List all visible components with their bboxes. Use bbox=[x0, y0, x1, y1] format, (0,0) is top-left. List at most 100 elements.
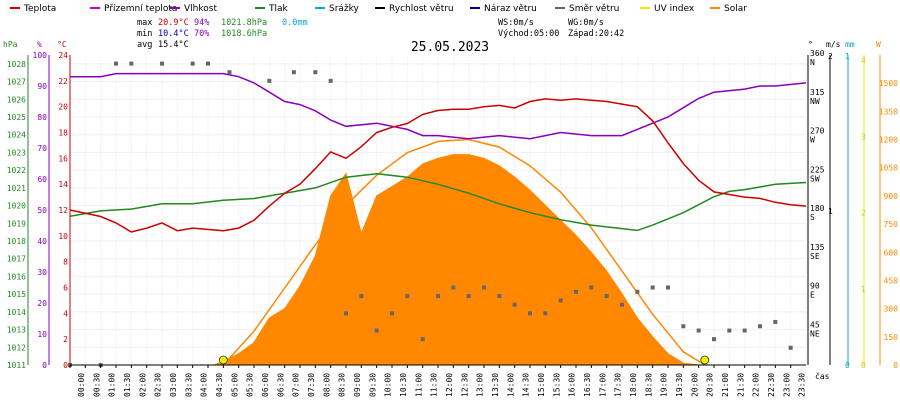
stat-max-rain: 0.0mm bbox=[282, 18, 308, 28]
unit-cas: čas bbox=[815, 371, 830, 381]
stat-max-press: 1021.8hPa bbox=[221, 18, 267, 28]
wind-dir-point-31 bbox=[635, 289, 640, 294]
tick-humidity-5: 50 bbox=[37, 206, 47, 215]
tick-pressure-1: 1027 bbox=[7, 78, 26, 87]
tick-pressure-6: 1022 bbox=[7, 166, 26, 175]
tick-uv-3: 1 bbox=[861, 285, 866, 294]
tick-direction-6: 90 bbox=[810, 282, 820, 291]
tick-pressure-9: 1019 bbox=[7, 219, 26, 228]
tick-direction-label-0: N bbox=[810, 58, 815, 67]
x-tick-45: 22:30 bbox=[767, 373, 776, 397]
tick-temperature-1: 22 bbox=[58, 77, 68, 86]
x-tick-17: 08:30 bbox=[338, 373, 347, 397]
tick-solar-5: 750 bbox=[884, 220, 899, 229]
tick-pressure-7: 1021 bbox=[7, 184, 26, 193]
tick-direction-1: 315 bbox=[810, 88, 825, 97]
sunset-marker bbox=[700, 355, 710, 365]
x-tick-1: 00:30 bbox=[92, 373, 101, 397]
x-tick-7: 03:30 bbox=[184, 373, 193, 397]
wind-dir-point-38 bbox=[742, 328, 747, 333]
wind-dir-point-25 bbox=[543, 311, 548, 316]
x-tick-37: 18:30 bbox=[644, 373, 653, 397]
tick-direction-label-7: NE bbox=[810, 329, 820, 338]
x-tick-28: 14:00 bbox=[506, 373, 515, 397]
wind-dir-point-29 bbox=[604, 294, 609, 299]
tick-solar-0: 1500 bbox=[879, 79, 898, 88]
wind-dir-point-13 bbox=[359, 294, 364, 299]
x-tick-14: 07:00 bbox=[292, 373, 301, 397]
tick-pressure-14: 1014 bbox=[7, 308, 26, 317]
wind-dir-point-11 bbox=[328, 78, 333, 83]
tick-solar-3: 1050 bbox=[879, 164, 898, 173]
wind-dir-point-14 bbox=[374, 328, 379, 333]
x-tick-13: 06:30 bbox=[276, 373, 285, 397]
wind-dir-point-24 bbox=[528, 311, 532, 316]
wind-wg: WG:0m/s bbox=[568, 18, 604, 28]
wind-dir-point-28 bbox=[589, 285, 594, 290]
stat-min-press: 1018.6hPa bbox=[221, 29, 267, 39]
x-tick-43: 21:30 bbox=[736, 373, 745, 397]
x-tick-5: 02:30 bbox=[154, 373, 163, 397]
tick-temperature-10: 4 bbox=[63, 309, 68, 318]
tick-humidity-6: 40 bbox=[37, 237, 47, 246]
wind-dir-point-7 bbox=[227, 70, 232, 75]
wind-dir-point-37 bbox=[727, 328, 732, 333]
wind-dir-point-22 bbox=[497, 294, 502, 299]
x-tick-25: 12:30 bbox=[460, 373, 469, 397]
legend-label-9: Solar bbox=[724, 4, 747, 14]
tick-direction-4: 180 bbox=[810, 204, 825, 213]
wind-dir-point-16 bbox=[405, 294, 410, 299]
tick-rain-1: 0 bbox=[845, 361, 850, 370]
sunrise-time: Východ:05:00 bbox=[498, 29, 559, 39]
stat-avg-label: avg bbox=[137, 40, 152, 50]
tick-humidity-0: 100 bbox=[33, 51, 48, 60]
tick-humidity-2: 80 bbox=[37, 113, 47, 122]
tick-uv-0: 4 bbox=[861, 56, 866, 65]
tick-direction-label-1: NW bbox=[810, 97, 820, 106]
tick-pressure-16: 1012 bbox=[7, 343, 26, 352]
x-tick-26: 13:00 bbox=[476, 373, 485, 397]
x-tick-19: 09:30 bbox=[368, 373, 377, 397]
tick-temperature-7: 10 bbox=[58, 232, 68, 241]
unit-mm: mm bbox=[845, 40, 855, 49]
tick-temperature-5: 14 bbox=[58, 180, 68, 189]
x-tick-35: 17:30 bbox=[614, 373, 623, 397]
tick-solar-8: 300 bbox=[884, 305, 899, 314]
tick-pressure-15: 1013 bbox=[7, 326, 26, 335]
x-tick-24: 12:00 bbox=[445, 373, 454, 397]
wind-dir-point-9 bbox=[291, 70, 296, 75]
series-wind-direction bbox=[68, 61, 793, 367]
stats-block: max 20.9°C 94% 1021.8hPa 0.0mm min 10.4°… bbox=[137, 18, 308, 50]
series-solar bbox=[213, 154, 699, 366]
x-tick-47: 23:30 bbox=[798, 373, 807, 397]
x-tick-41: 20:30 bbox=[706, 373, 715, 397]
tick-direction-0: 360 bbox=[810, 49, 825, 58]
plot-area bbox=[68, 55, 807, 367]
x-tick-29: 14:30 bbox=[522, 373, 531, 397]
sunset-time: Západ:20:42 bbox=[568, 29, 624, 39]
legend-label-1: Přízemní teplota bbox=[104, 4, 177, 14]
x-tick-11: 05:30 bbox=[246, 373, 255, 397]
wind-dir-point-18 bbox=[436, 294, 440, 299]
tick-solar-4: 900 bbox=[884, 192, 899, 201]
x-tick-39: 19:30 bbox=[675, 373, 684, 397]
tick-solar-10: 0 bbox=[893, 361, 898, 370]
stat-min-hum: 70% bbox=[194, 29, 209, 39]
tick-humidity-10: 0 bbox=[42, 361, 47, 370]
series-pressure bbox=[69, 172, 807, 232]
tick-temperature-0: 24 bbox=[58, 51, 68, 60]
tick-rain-0: 1 bbox=[845, 52, 850, 61]
x-tick-6: 03:00 bbox=[169, 373, 178, 397]
tick-wind-speed-0: 2 bbox=[828, 52, 833, 61]
x-tick-30: 15:00 bbox=[537, 373, 546, 397]
tick-solar-2: 1200 bbox=[879, 136, 898, 145]
tick-humidity-9: 10 bbox=[37, 330, 47, 339]
legend-label-0: Teplota bbox=[23, 4, 56, 14]
wind-dir-point-33 bbox=[666, 285, 670, 290]
tick-humidity-7: 30 bbox=[37, 268, 47, 277]
tick-temperature-4: 16 bbox=[58, 154, 68, 163]
wind-dir-point-4 bbox=[160, 61, 164, 66]
wind-dir-point-27 bbox=[574, 289, 578, 294]
x-tick-27: 13:30 bbox=[491, 373, 500, 397]
series-humidity bbox=[70, 72, 807, 140]
